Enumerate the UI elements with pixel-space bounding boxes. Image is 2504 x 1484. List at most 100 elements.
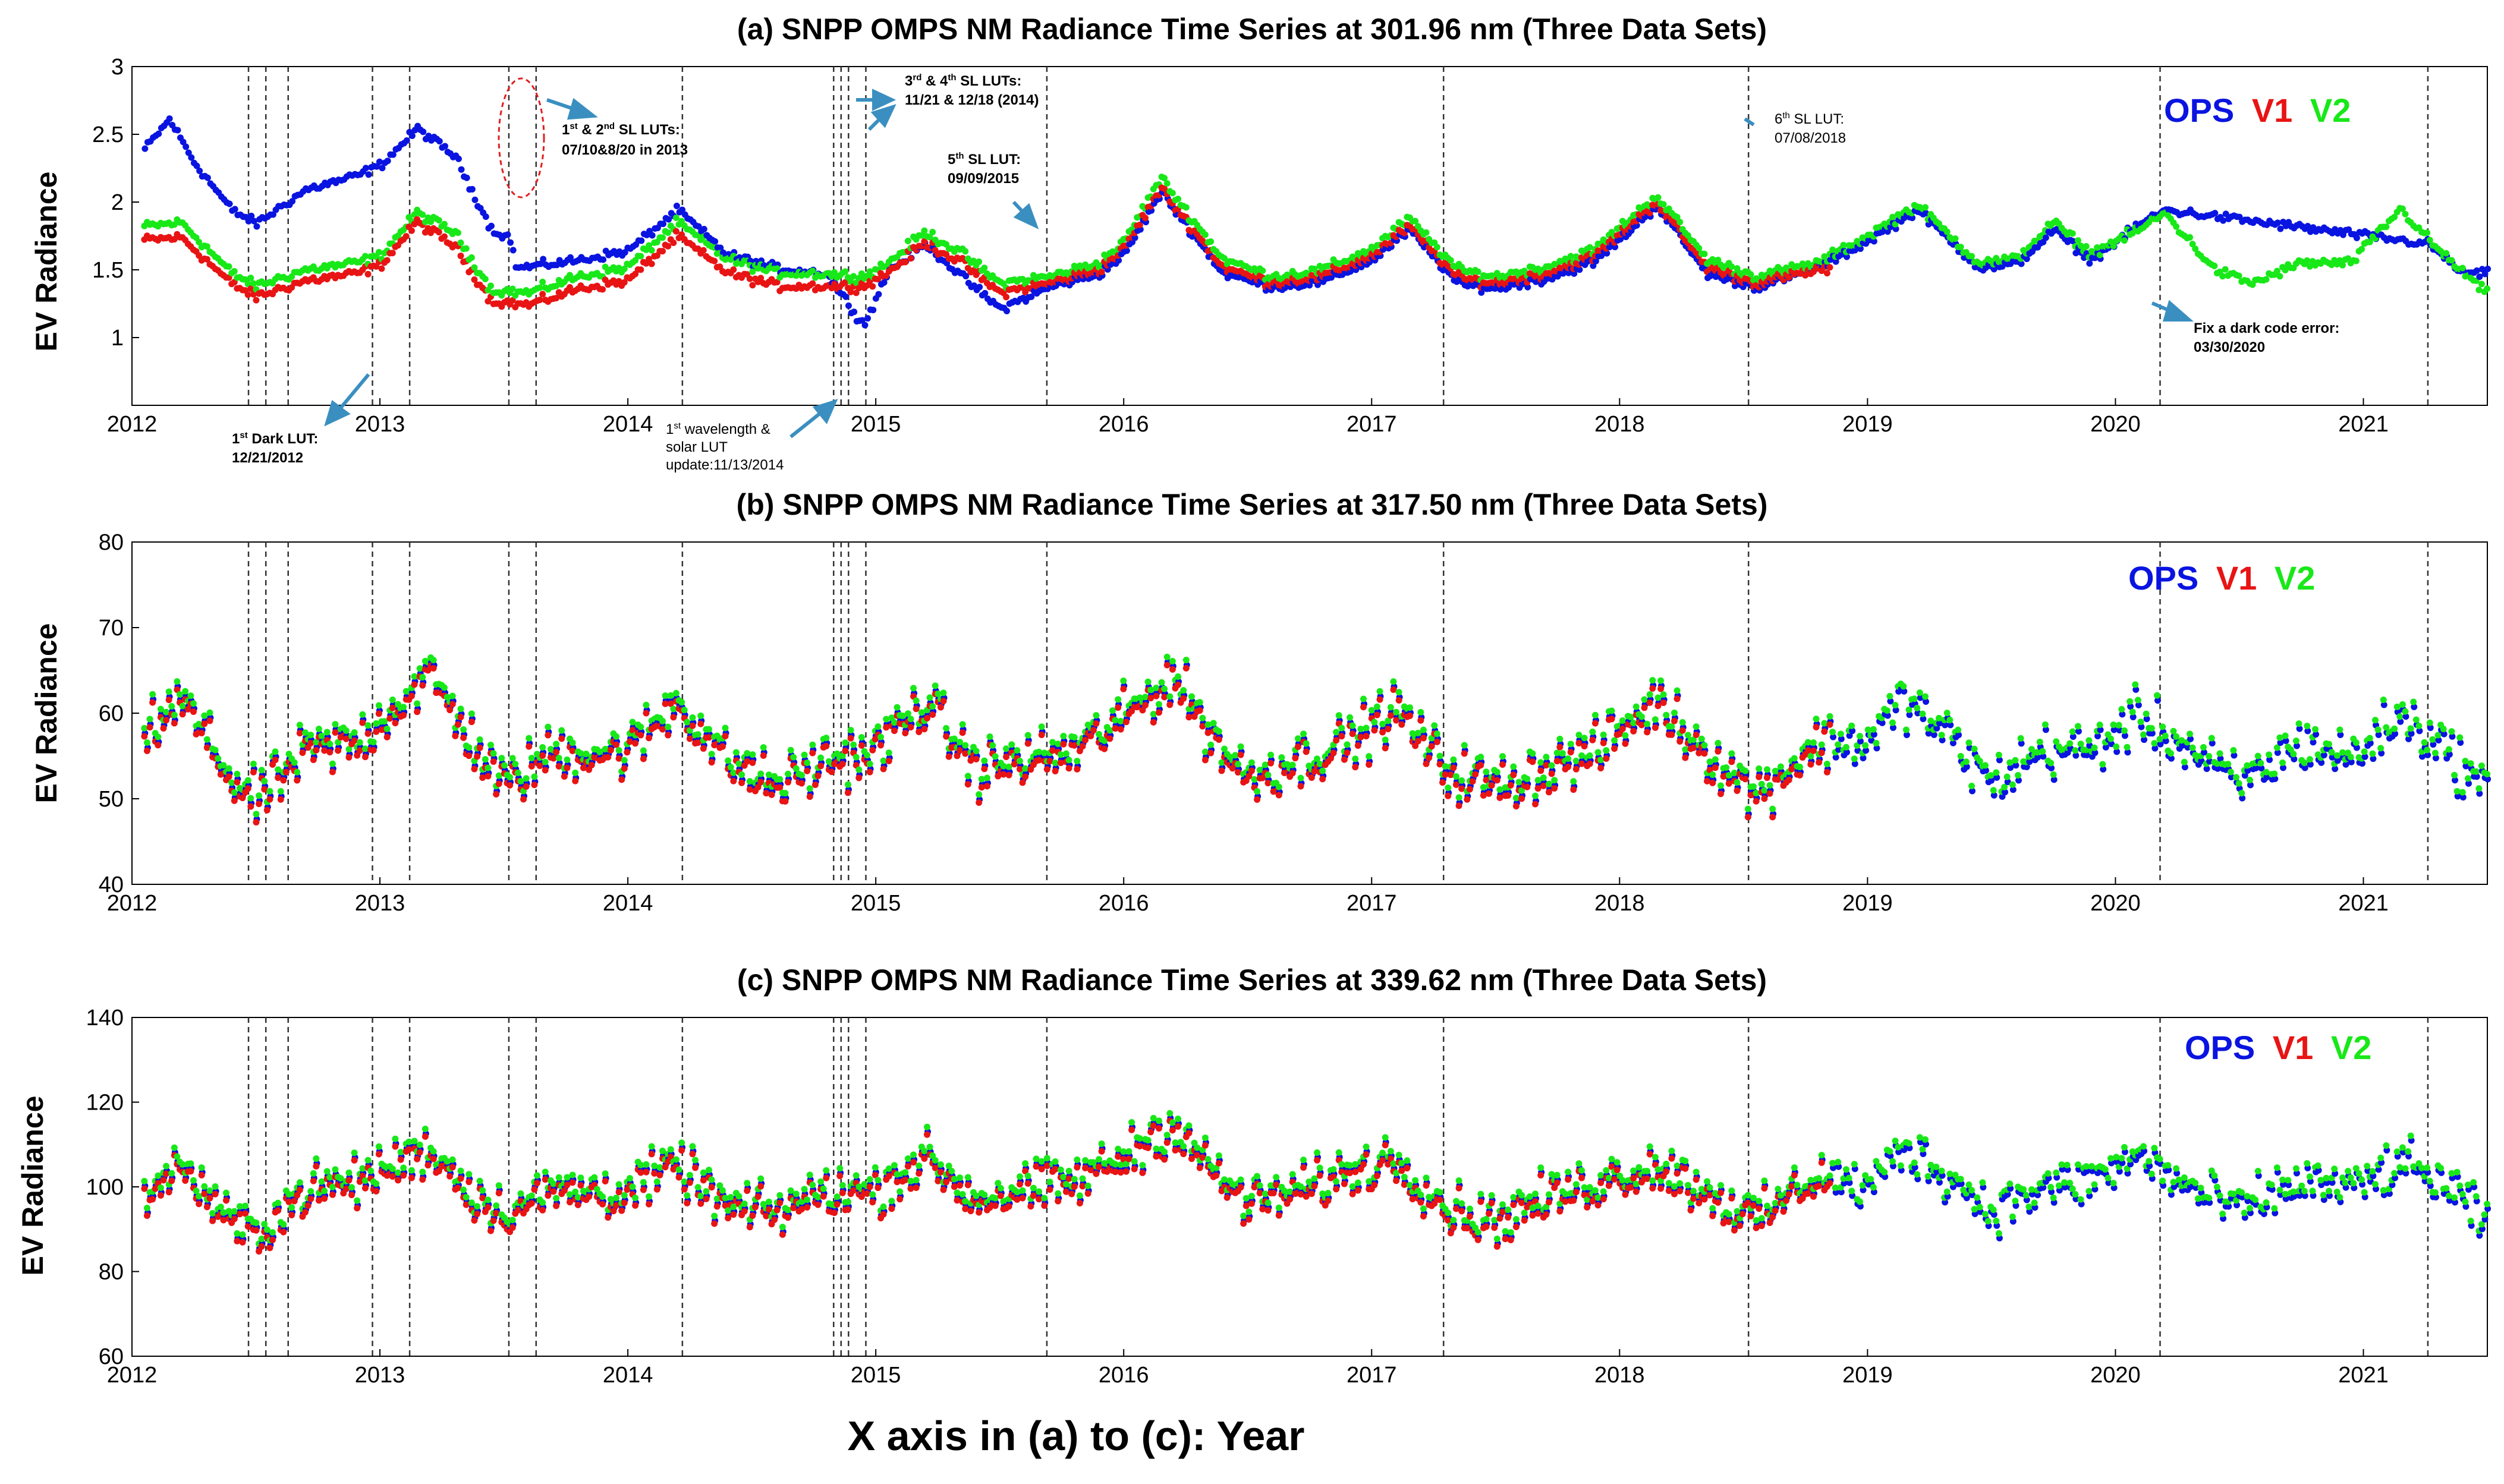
v1-point (1802, 272, 1809, 279)
v2-point (2448, 728, 2455, 735)
v2-point (910, 685, 917, 692)
ops-point (2009, 786, 2017, 793)
v2-point (1701, 250, 1708, 257)
v2-point (1182, 204, 1190, 211)
v2-point (2036, 738, 2043, 745)
v2-point (1278, 754, 1285, 761)
v2-point (1807, 752, 1814, 760)
v2-point (1810, 739, 1817, 746)
v2-point (2129, 708, 2136, 716)
v1-point (179, 711, 186, 718)
ops-point (1939, 736, 1946, 743)
v2-point (1889, 213, 1896, 220)
ops-point (1993, 774, 2000, 781)
v1-point (962, 750, 969, 757)
v2-point (1371, 719, 1378, 726)
v2-point (1818, 741, 1825, 748)
ops-point (2184, 743, 2191, 751)
v1-point (1003, 294, 1010, 301)
v2-point (904, 237, 911, 244)
v2-point (1553, 749, 1561, 757)
v1-point (621, 765, 628, 772)
v2-point (1115, 696, 1122, 703)
v2-point (2041, 721, 2049, 728)
v2-point (323, 729, 331, 736)
v2-point (2366, 238, 2373, 245)
v1-point (921, 726, 928, 733)
v2-point (877, 733, 884, 741)
v2-point (2475, 286, 2483, 294)
v1-point (613, 741, 620, 748)
v2-point (1649, 677, 1656, 684)
y-tick-label: 1 (111, 326, 124, 351)
v2-point (2085, 737, 2093, 744)
v2-point (672, 689, 680, 697)
v1-point (686, 735, 693, 742)
v1-point (386, 715, 394, 722)
x-tick-label: 2017 (1347, 1363, 1397, 1388)
v2-point (1314, 755, 1321, 763)
x-tick-label: 2019 (1842, 1363, 1893, 1388)
v1-point (294, 777, 301, 784)
ops-point (2012, 762, 2019, 769)
v2-point (983, 774, 990, 782)
v1-point (874, 276, 882, 283)
v2-point (171, 1144, 178, 1151)
v1-point (345, 754, 353, 761)
v1-point (452, 732, 459, 739)
v1-point (1540, 782, 1547, 789)
v2-point (141, 1177, 148, 1184)
v1-point (471, 276, 478, 283)
ops-point (1955, 732, 1962, 739)
v1-point (842, 747, 849, 754)
ops-point (1846, 732, 1853, 739)
v1-point (146, 724, 153, 731)
v2-point (2113, 743, 2120, 750)
v1-point (354, 752, 361, 759)
v1-point (209, 1217, 216, 1224)
v2-point (1663, 711, 1670, 719)
v1-point (1499, 761, 1506, 768)
ops-point (1892, 707, 1899, 714)
v1-point (364, 270, 372, 278)
v2-point (460, 726, 467, 733)
v1-point (1589, 736, 1596, 743)
y-tick-label: 3 (111, 55, 124, 80)
v1-point (1578, 760, 1586, 767)
v1-point (923, 714, 930, 721)
v1-point (553, 749, 560, 756)
v1-point (310, 757, 317, 764)
legend-ops: OPS (2164, 92, 2234, 129)
v1-point (1611, 745, 1618, 752)
v1-point (1679, 727, 1686, 734)
ops-point (2138, 723, 2145, 730)
v2-point (2110, 242, 2117, 250)
v1-point (1382, 745, 1389, 752)
v1-point (605, 754, 612, 761)
v1-point (1646, 699, 1653, 706)
ops-point (2072, 752, 2080, 759)
v2-point (1150, 711, 1157, 718)
v1-point (632, 740, 639, 747)
ops-point (1603, 250, 1610, 257)
v2-point (2053, 738, 2060, 745)
v1-point (261, 786, 268, 793)
v1-point (1496, 794, 1503, 801)
v1-point (531, 782, 538, 789)
ops-point (673, 202, 680, 209)
v2-point (250, 280, 257, 287)
ops-point (1969, 787, 1976, 795)
v2-point (2290, 751, 2297, 758)
v2-point (231, 268, 238, 275)
y-tick-label: 80 (99, 1260, 124, 1285)
v1-point (1366, 761, 1373, 768)
v1-point (1744, 814, 1751, 821)
v1-point (539, 752, 546, 759)
v2-point (1578, 752, 1586, 759)
v2-point (1799, 260, 1806, 267)
v2-point (389, 696, 396, 703)
v1-point (1529, 758, 1536, 765)
v2-point (1417, 708, 1424, 716)
v2-point (2192, 245, 2199, 253)
v1-point (149, 1196, 156, 1203)
